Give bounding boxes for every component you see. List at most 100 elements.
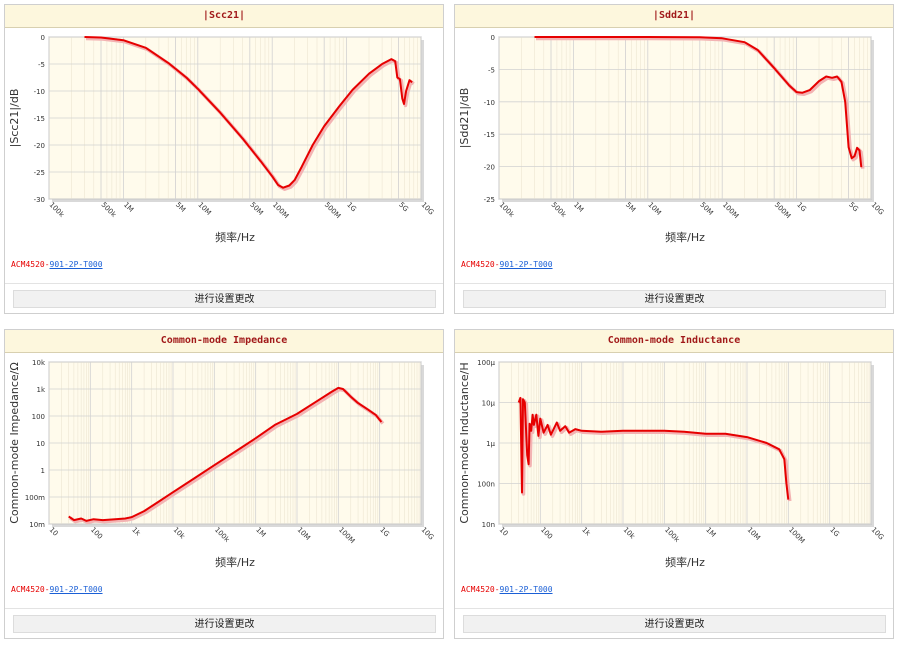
part-number-prefix: ACM4520- — [11, 585, 50, 594]
x-tick-label: 10G — [870, 201, 886, 217]
x-tick-label: 1G — [345, 201, 358, 214]
x-axis-label: 频率/Hz — [215, 555, 255, 569]
settings-change-button[interactable]: 进行设置更改 — [463, 290, 886, 308]
x-tick-label: 1k — [130, 526, 142, 538]
x-tick-label: 10M — [746, 526, 762, 542]
x-tick-label: 10M — [296, 526, 312, 542]
y-tick-label: 100n — [477, 481, 495, 489]
y-axis-label: Common-mode Inductance/H — [458, 362, 471, 523]
settings-change-button[interactable]: 进行设置更改 — [13, 615, 436, 633]
x-tick-label: 5M — [624, 201, 637, 214]
x-tick-label: 100k — [663, 526, 682, 545]
x-tick-label: 5M — [174, 201, 187, 214]
y-axis-label: |Scc21|/dB — [8, 89, 21, 148]
part-number: ACM4520-901-2P-T000 — [11, 260, 103, 269]
part-number-link[interactable]: 901-2P-T000 — [499, 260, 553, 269]
x-axis-label: 频率/Hz — [215, 230, 255, 244]
x-tick-label: 100k — [498, 201, 517, 220]
y-tick-label: 10m — [29, 521, 45, 529]
x-tick-label: 1G — [378, 526, 391, 539]
series-line — [517, 396, 790, 500]
sdd21-chart: 100k 500k 1M 5M 10M 50M 100M 500M 1G 5G 10G 0 -5 -10 -… — [458, 34, 886, 244]
part-number-link[interactable]: 901-2P-T000 — [49, 585, 103, 594]
x-tick-label: 100M — [271, 201, 290, 220]
x-tick-label: 100k — [213, 526, 232, 545]
y-tick-label: 1 — [41, 467, 45, 475]
series-line-shadow — [536, 36, 865, 169]
scc21-chart: 100k 500k 1M 5M 10M 50M 100M 500M 1G 5G 10G 0 -5 -10 -… — [8, 34, 436, 244]
y-tick-label: -20 — [34, 142, 45, 150]
x-tick-label: 10 — [498, 526, 510, 538]
y-tick-label: 0 — [491, 34, 495, 42]
y-tick-label: 0 — [41, 34, 45, 42]
part-number-prefix: ACM4520- — [461, 585, 500, 594]
divider — [455, 608, 893, 609]
x-tick-label: 10 — [48, 526, 60, 538]
x-tick-label: 1M — [704, 526, 717, 539]
x-axis-label: 频率/Hz — [665, 230, 705, 244]
part-number-prefix: ACM4520- — [11, 260, 50, 269]
part-number-prefix: ACM4520- — [461, 260, 500, 269]
y-axis-label: |Sdd21|/dB — [458, 88, 471, 149]
y-tick-label: -15 — [34, 115, 45, 123]
y-tick-label: 10n — [482, 521, 495, 529]
divider — [5, 608, 443, 609]
x-tick-label: 100 — [89, 526, 104, 541]
y-tick-label: 1μ — [486, 440, 495, 448]
chart-title: Common-mode Impedance — [5, 330, 443, 353]
divider — [455, 283, 893, 284]
part-number: ACM4520-901-2P-T000 — [461, 260, 553, 269]
x-tick-label: 50M — [698, 201, 714, 217]
x-tick-label: 10k — [172, 526, 187, 541]
x-tick-label: 5G — [847, 201, 860, 214]
x-axis-label: 频率/Hz — [665, 555, 705, 569]
x-tick-label: 500k — [550, 201, 569, 220]
part-number-link[interactable]: 901-2P-T000 — [499, 585, 553, 594]
x-tick-label: 1G — [795, 201, 808, 214]
y-tick-label: 100m — [25, 494, 45, 502]
x-tick-label: 100M — [337, 526, 356, 545]
x-tick-label: 100M — [721, 201, 740, 220]
y-tick-label: -25 — [34, 169, 45, 177]
y-tick-label: -5 — [488, 66, 495, 74]
inductance-chart: 10 100 1k 10k 100k 1M 10M 100M 1G 10G 10n 100n 1μ 10μ… — [458, 359, 886, 569]
x-tick-label: 10G — [420, 201, 436, 217]
series-line — [68, 386, 383, 522]
x-tick-label: 1M — [254, 526, 267, 539]
y-tick-label: -15 — [484, 131, 495, 139]
x-tick-label: 1M — [122, 201, 135, 214]
y-tick-label: -5 — [38, 61, 45, 69]
x-tick-label: 1k — [580, 526, 592, 538]
x-tick-label: 100M — [787, 526, 806, 545]
x-tick-label: 1M — [572, 201, 585, 214]
y-tick-label: -10 — [484, 99, 495, 107]
panel-scc21: |Scc21| 100k 500k 1M 5M 10M 50M 100M 500M 1G 5G 10… — [4, 4, 444, 314]
impedance-chart: 10 100 1k 10k 100k 1M 10M 100M 1G 10G 10m 100m 1 10 10… — [8, 359, 436, 569]
x-tick-label: 100k — [48, 201, 67, 220]
y-axis-label: Common-mode Impedance/Ω — [8, 362, 21, 524]
x-tick-label: 10G — [870, 526, 886, 542]
x-tick-label: 100 — [539, 526, 554, 541]
x-tick-label: 10M — [196, 201, 212, 217]
settings-change-button[interactable]: 进行设置更改 — [13, 290, 436, 308]
y-tick-label: -20 — [484, 164, 495, 172]
divider — [5, 283, 443, 284]
chart-title: |Scc21| — [5, 5, 443, 28]
series-line — [84, 36, 413, 189]
y-tick-label: 10μ — [482, 400, 496, 408]
settings-change-button[interactable]: 进行设置更改 — [463, 615, 886, 633]
chart-title: Common-mode Inductance — [455, 330, 893, 353]
y-tick-label: 100 — [32, 413, 45, 421]
part-number-link[interactable]: 901-2P-T000 — [49, 260, 103, 269]
chart-title: |Sdd21| — [455, 5, 893, 28]
y-tick-label: 1k — [36, 386, 45, 394]
x-tick-label: 10M — [646, 201, 662, 217]
panel-common-mode-inductance: Common-mode Inductance 10 100 1k 10k 100k 1M 1… — [454, 329, 894, 639]
x-tick-label: 500M — [323, 201, 342, 220]
x-tick-label: 5G — [397, 201, 410, 214]
x-tick-label: 10G — [420, 526, 436, 542]
x-tick-label: 500M — [773, 201, 792, 220]
x-tick-label: 500k — [100, 201, 119, 220]
series-line — [534, 36, 863, 168]
plot-area — [498, 36, 872, 200]
